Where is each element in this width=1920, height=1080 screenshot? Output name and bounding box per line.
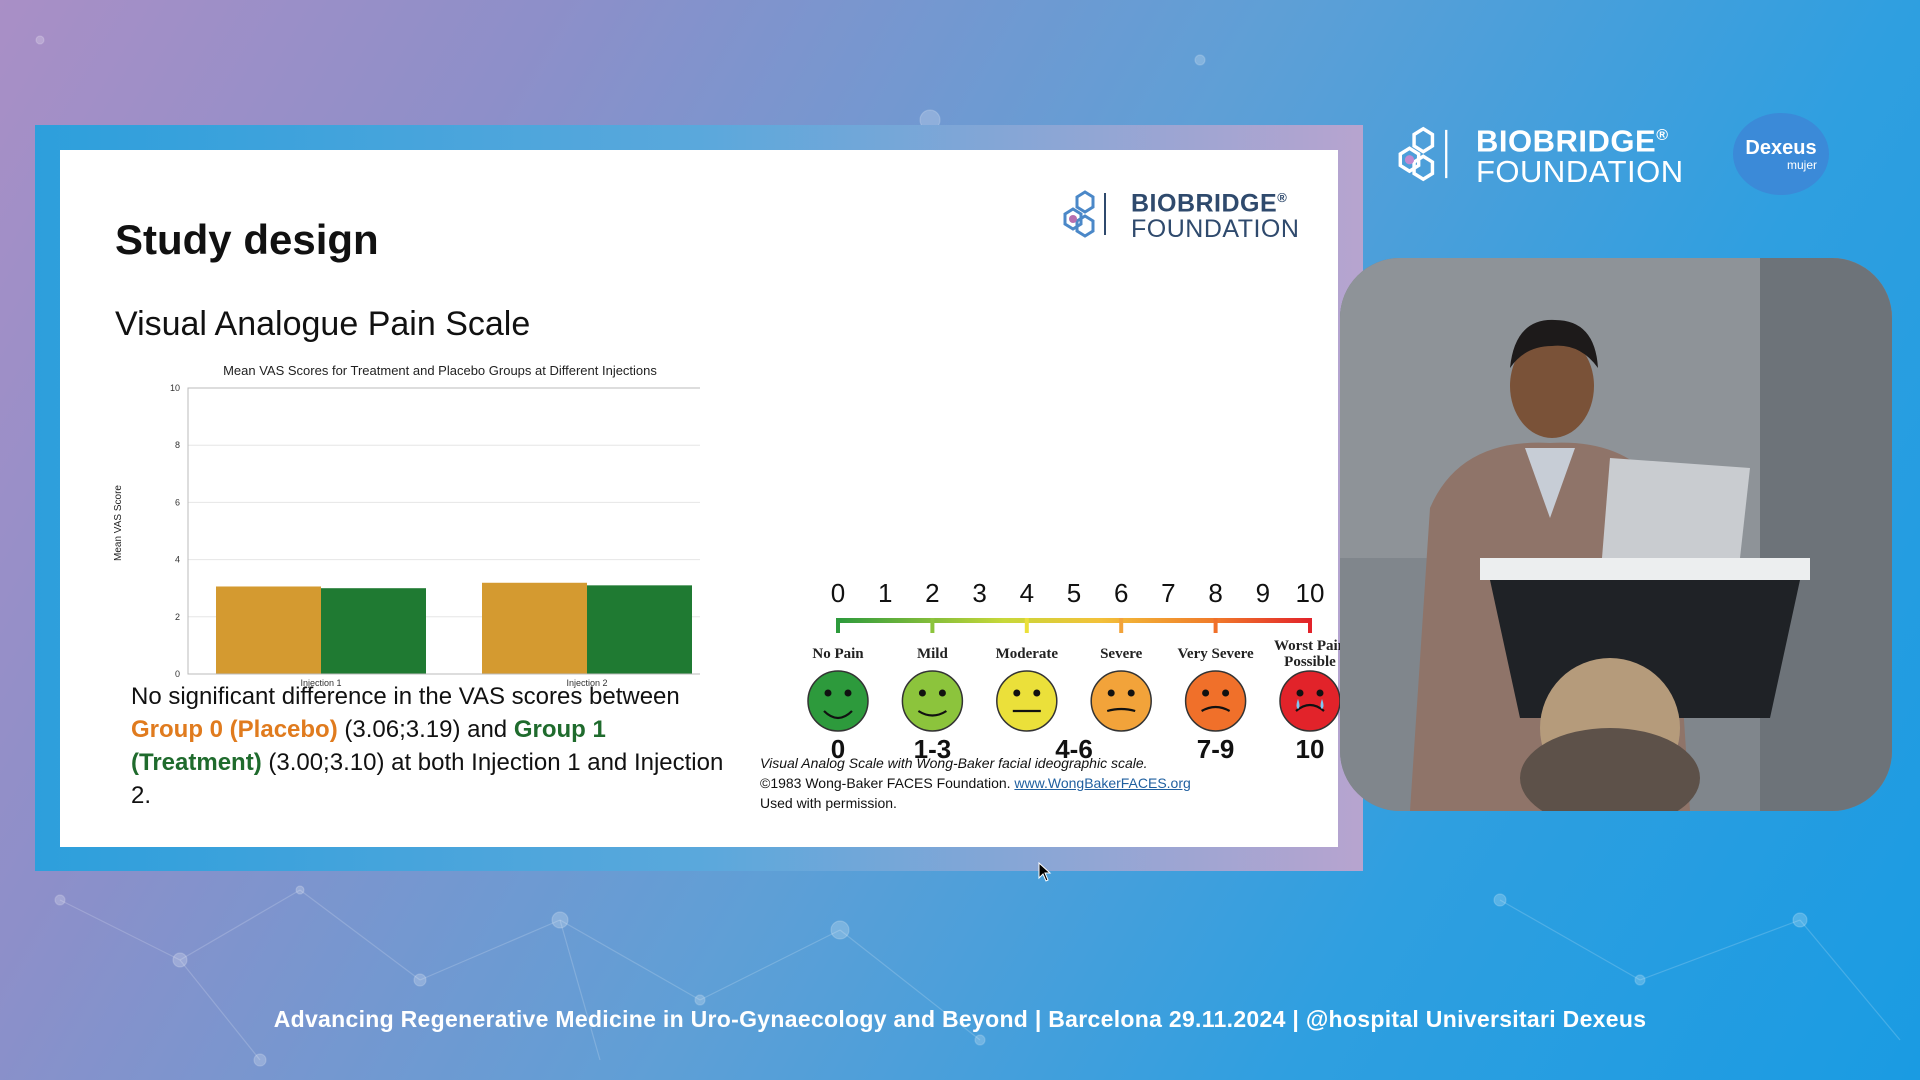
pain-scale-number: 1 <box>878 578 892 608</box>
slide-logo-registered: ® <box>1277 190 1288 205</box>
desc-group0: Group 0 (Placebo) <box>131 716 338 743</box>
pain-range-label: 7-9 <box>1197 734 1235 764</box>
wongbaker-link[interactable]: www.WongBakerFACES.org <box>1014 775 1191 791</box>
pain-face-group: Worst Pain Possible 10 <box>1274 638 1347 764</box>
desc-group1: Group 1 (Treatment) <box>131 716 606 776</box>
chart-title: Mean VAS Scores for Treatment and Placeb… <box>223 363 657 378</box>
scale-credit: Visual Analog Scale with Wong-Baker faci… <box>760 753 1191 813</box>
header-logo-registered: ® <box>1656 127 1669 144</box>
chart-bar <box>587 585 692 674</box>
pain-range-label: 4-6 <box>1055 734 1093 764</box>
pain-face-icon <box>901 670 964 732</box>
chart-y-tick-label: 10 <box>170 383 180 393</box>
credit-copyright: ©1983 Wong-Baker FACES Foundation. <box>760 775 1015 791</box>
pain-scale-number: 9 <box>1256 578 1270 608</box>
presentation-slide: Study design Visual Analogue Pain Scale … <box>60 150 1347 847</box>
pain-scale-number: 10 <box>1296 578 1325 608</box>
chart-plot-frame <box>187 387 700 675</box>
credit-permission: Used with permission. <box>760 795 897 811</box>
desc-part3: (3.00;3.10) at both Injection 1 and Inje… <box>131 749 724 809</box>
pain-range-label: 10 <box>1296 734 1325 764</box>
chart-y-tick-label: 0 <box>175 669 180 679</box>
chart-bar <box>482 582 587 674</box>
mouse-cursor-icon <box>1038 862 1052 882</box>
pain-face-label: Moderate <box>996 646 1059 662</box>
chart-bar <box>216 586 321 674</box>
pain-scale-number: 5 <box>1067 578 1081 608</box>
pain-face-group: No Pain 0 <box>807 646 869 764</box>
vas-result-description: No significant difference in the VAS sco… <box>131 680 731 812</box>
speaker-video-feed <box>1340 258 1892 811</box>
hexagon-molecule-icon <box>1063 189 1106 238</box>
vas-bar-chart: Mean VAS Scores for Treatment and Placeb… <box>113 363 700 688</box>
slide-subtitle: Visual Analogue Pain Scale <box>115 305 531 343</box>
pain-face-label: No Pain <box>812 646 864 662</box>
slide-logo-line2: FOUNDATION <box>1131 215 1300 244</box>
pain-face-icon <box>996 670 1058 732</box>
pain-face-icon <box>807 670 869 732</box>
dexeus-mujer-logo: Dexeus mujer <box>1733 113 1829 195</box>
chart-bar <box>321 588 426 674</box>
pain-face-group: Very Severe 7-9 <box>1177 646 1254 764</box>
slide-title: Study design <box>115 216 379 263</box>
chart-x-tick-label: Injection 1 <box>300 678 341 688</box>
chart-x-tick-label: Injection 2 <box>566 678 607 688</box>
slide-biobridge-logo: BIOBRIDGE® FOUNDATION <box>1063 185 1299 242</box>
pain-scale-number: 3 <box>972 578 986 608</box>
hexagon-molecule-icon <box>1398 126 1448 181</box>
dexeus-sub: mujer <box>1786 158 1817 172</box>
pain-range-label: 0 <box>831 734 845 764</box>
pain-scale-number: 8 <box>1208 578 1222 608</box>
pain-face-label: Mild <box>917 646 948 662</box>
pain-face-icon <box>1184 670 1247 732</box>
pain-face-label: Very Severe <box>1177 646 1254 662</box>
pain-range-label: 1-3 <box>914 734 952 764</box>
pain-face-icon <box>1090 670 1152 732</box>
slide-logo-line1: BIOBRIDGE <box>1131 189 1278 218</box>
credit-caption: Visual Analog Scale with Wong-Baker faci… <box>760 755 1148 771</box>
pain-face-icon <box>1279 670 1341 732</box>
header-logo-line1: BIOBRIDGE <box>1476 123 1657 159</box>
chart-y-tick-label: 8 <box>175 440 180 450</box>
pain-face-label: Severe <box>1100 646 1143 662</box>
header-biobridge-logo: BIOBRIDGE® FOUNDATION <box>1398 120 1684 187</box>
pain-scale-number: 0 <box>831 578 845 608</box>
pain-face-group: Severe <box>1090 646 1152 732</box>
pain-scale-number: 6 <box>1114 578 1128 608</box>
pain-scale-number: 7 <box>1161 578 1175 608</box>
chart-y-tick-label: 2 <box>175 612 180 622</box>
pain-face-label: Worst Pain Possible <box>1274 638 1347 670</box>
pain-face-group: Moderate 4-6 <box>996 646 1093 764</box>
speaker-video-image <box>1340 258 1892 811</box>
header-logo-line2: FOUNDATION <box>1476 154 1684 190</box>
pain-scale-number: 2 <box>925 578 939 608</box>
desc-part1: No significant difference in the VAS sco… <box>131 683 680 710</box>
event-footer: Advancing Regenerative Medicine in Uro-G… <box>273 1006 1647 1032</box>
pain-scale-number: 4 <box>1020 578 1034 608</box>
chart-y-tick-label: 6 <box>175 497 180 507</box>
chart-y-axis-label: Mean VAS Score <box>113 485 124 561</box>
pain-scale-bar <box>838 618 1310 623</box>
pain-face-group: Mild 1-3 <box>901 646 964 764</box>
chart-y-tick-label: 4 <box>175 555 180 565</box>
dexeus-name: Dexeus <box>1745 137 1817 159</box>
wong-baker-pain-scale: 0 1 2 3 4 5 6 7 8 9 10 No Pain 0 Mild 1-3 Moderate 4-6 S… <box>807 578 1347 764</box>
desc-part2: (3.06;3.19) and <box>337 716 514 743</box>
